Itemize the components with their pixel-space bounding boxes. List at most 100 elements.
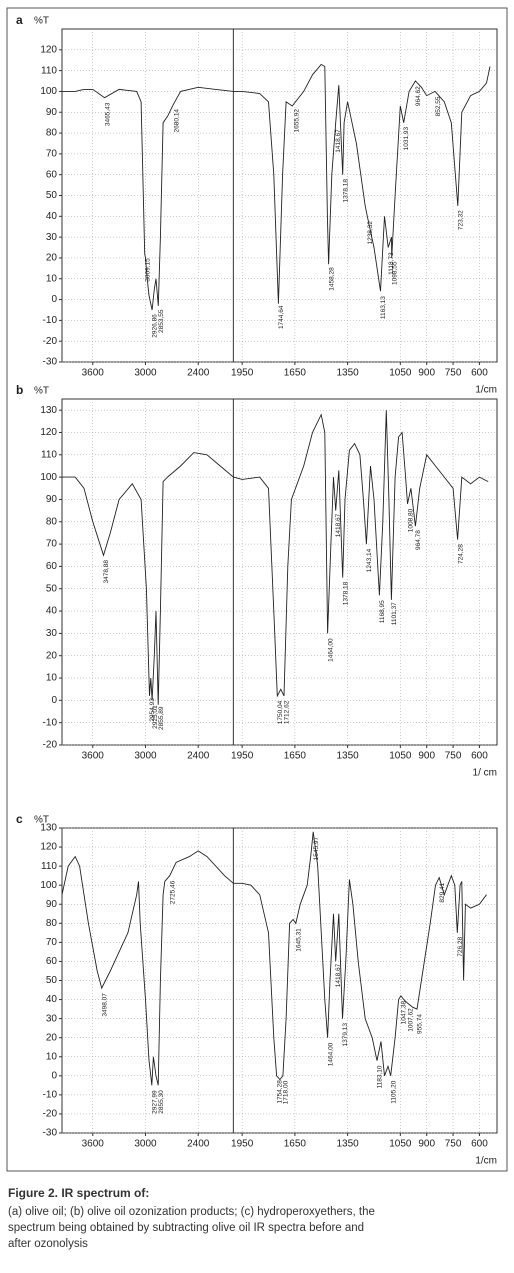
peak-label: 2926,86 bbox=[152, 314, 159, 338]
y-tick-label: -10 bbox=[43, 315, 58, 326]
y-tick-label: 90 bbox=[46, 494, 58, 505]
y-tick-label: 130 bbox=[40, 405, 57, 416]
peak-label: 1754,28 bbox=[276, 1080, 283, 1104]
x-tick-label: 2400 bbox=[187, 368, 210, 379]
peak-label: 1105,20 bbox=[390, 1080, 397, 1103]
y-tick-label: 40 bbox=[46, 606, 58, 617]
panel-label: a bbox=[16, 13, 23, 27]
y-tick-label: 20 bbox=[46, 650, 58, 661]
y-tick-label: 120 bbox=[40, 427, 57, 438]
y-tick-label: 10 bbox=[46, 1051, 58, 1062]
y-tick-label: 120 bbox=[40, 44, 57, 55]
x-tick-label: 3600 bbox=[82, 1139, 105, 1150]
x-tick-label: 1950 bbox=[231, 368, 254, 379]
y-tick-label: 80 bbox=[46, 918, 58, 929]
y-tick-label: -30 bbox=[43, 357, 58, 368]
peak-label: 1418,67 bbox=[335, 963, 342, 987]
peak-label: 1007,62 bbox=[408, 1008, 415, 1032]
peak-label: 1545,97 bbox=[313, 836, 320, 860]
x-tick-label: 1050 bbox=[389, 1139, 412, 1150]
y-axis-label: %T bbox=[34, 815, 49, 826]
panel-label: b bbox=[16, 383, 23, 397]
x-tick-label: 1950 bbox=[231, 1139, 254, 1150]
peak-label: 852,55 bbox=[435, 96, 442, 116]
peak-label: 1418,67 bbox=[335, 513, 342, 537]
peak-label: 2680,14 bbox=[173, 109, 180, 133]
y-tick-label: -10 bbox=[43, 717, 58, 728]
x-axis-label: 1/cm bbox=[475, 385, 497, 396]
peak-label: 964,62 bbox=[415, 86, 422, 106]
peak-label: 1047,38 bbox=[401, 1000, 408, 1024]
y-tick-label: -20 bbox=[43, 740, 58, 751]
peak-label: 1744,64 bbox=[278, 305, 285, 329]
y-tick-label: 70 bbox=[46, 937, 58, 948]
peak-label: 1031,93 bbox=[403, 126, 410, 150]
peak-label: 724,28 bbox=[457, 544, 464, 564]
x-tick-label: 900 bbox=[418, 1139, 435, 1150]
y-tick-label: 30 bbox=[46, 1013, 58, 1024]
y-tick-label: 40 bbox=[46, 211, 58, 222]
peak-label: 1101,37 bbox=[391, 602, 398, 625]
x-tick-label: 600 bbox=[471, 751, 488, 762]
y-tick-label: 50 bbox=[46, 190, 58, 201]
y-tick-label: 100 bbox=[40, 86, 57, 97]
peak-label: 829,41 bbox=[439, 882, 446, 902]
x-tick-label: 3000 bbox=[134, 368, 157, 379]
y-tick-label: 60 bbox=[46, 956, 58, 967]
x-tick-label: 3600 bbox=[82, 751, 105, 762]
spectrum-line bbox=[61, 831, 487, 1086]
x-tick-label: 900 bbox=[418, 368, 435, 379]
caption-title: Figure 2. IR spectrum of: bbox=[8, 1186, 149, 1200]
y-axis-label: %T bbox=[34, 386, 49, 397]
caption-line: after ozonolysis bbox=[8, 1238, 88, 1250]
peak-label: 723,32 bbox=[457, 210, 464, 230]
spectrum-line bbox=[62, 63, 491, 311]
y-tick-label: 30 bbox=[46, 232, 58, 243]
y-tick-label: -10 bbox=[43, 1090, 58, 1101]
y-tick-label: 70 bbox=[46, 149, 58, 160]
y-tick-label: 10 bbox=[46, 673, 58, 684]
y-tick-label: 130 bbox=[40, 823, 57, 834]
peak-label: 1418,67 bbox=[335, 129, 342, 153]
y-tick-label: 80 bbox=[46, 516, 58, 527]
peak-label: 1712,62 bbox=[284, 700, 291, 724]
x-tick-label: 2400 bbox=[187, 751, 210, 762]
y-tick-label: 0 bbox=[51, 1070, 57, 1081]
peak-label: 3478,88 bbox=[103, 560, 110, 584]
peak-label: 726,28 bbox=[457, 937, 464, 957]
y-tick-label: 60 bbox=[46, 561, 58, 572]
peak-label: 2855,89 bbox=[158, 706, 165, 730]
peak-label: 1464,00 bbox=[327, 1042, 334, 1066]
x-tick-label: 600 bbox=[471, 368, 488, 379]
x-tick-label: 900 bbox=[418, 751, 435, 762]
peak-label: 1118,73 bbox=[388, 252, 395, 275]
peak-label: 1645,31 bbox=[295, 928, 302, 952]
y-tick-label: 60 bbox=[46, 169, 58, 180]
peak-label: 1183,10 bbox=[377, 1065, 384, 1088]
y-tick-label: 50 bbox=[46, 583, 58, 594]
x-tick-label: 2400 bbox=[187, 1139, 210, 1150]
figure-frame bbox=[6, 7, 508, 1172]
peak-label: 3498,07 bbox=[101, 993, 108, 1017]
peak-label: 2927,99 bbox=[152, 1090, 159, 1114]
peak-label: 1458,28 bbox=[328, 267, 335, 291]
y-tick-label: 0 bbox=[51, 695, 57, 706]
x-tick-label: 1050 bbox=[389, 751, 412, 762]
x-tick-label: 1350 bbox=[336, 1139, 359, 1150]
x-tick-label: 1650 bbox=[284, 368, 307, 379]
y-tick-label: 100 bbox=[40, 880, 57, 891]
x-tick-label: 3000 bbox=[134, 751, 157, 762]
y-tick-label: 20 bbox=[46, 1032, 58, 1043]
y-tick-label: 110 bbox=[41, 65, 57, 76]
peak-label: 1378,18 bbox=[342, 179, 349, 203]
peak-label: 1379,13 bbox=[342, 1023, 349, 1047]
peak-label: 1098,55 bbox=[392, 261, 399, 285]
x-tick-label: 750 bbox=[445, 1139, 462, 1150]
spectrum-line bbox=[62, 410, 489, 705]
y-tick-label: 20 bbox=[46, 253, 58, 264]
y-tick-label: 50 bbox=[46, 975, 58, 986]
y-tick-label: 70 bbox=[46, 539, 58, 550]
y-tick-label: -30 bbox=[43, 1128, 58, 1139]
